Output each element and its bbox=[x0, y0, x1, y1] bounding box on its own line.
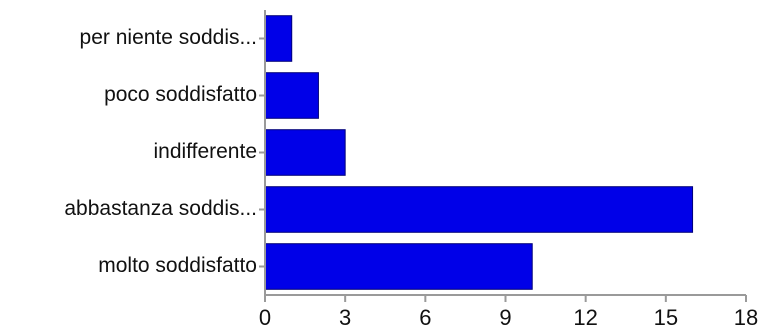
category-label-0: per niente soddis... bbox=[80, 26, 257, 49]
category-label-1: poco soddisfatto bbox=[104, 83, 257, 106]
x-tick-label-5: 15 bbox=[654, 305, 678, 330]
x-axis-ticks-group bbox=[264, 295, 747, 302]
x-tick-label-3: 9 bbox=[499, 305, 511, 330]
x-tick-label-6: 18 bbox=[734, 305, 758, 330]
x-tick-labels-group: 0 3 6 9 12 15 18 bbox=[259, 305, 758, 330]
category-labels-group: per niente soddis... poco soddisfatto indi… bbox=[64, 26, 257, 277]
category-label-4: molto soddisfatto bbox=[98, 254, 257, 277]
bar-4 bbox=[264, 243, 533, 290]
bar-2 bbox=[264, 129, 346, 176]
bar-1 bbox=[264, 72, 319, 119]
bar-3 bbox=[264, 186, 694, 233]
bars-group bbox=[264, 15, 694, 290]
x-tick-label-0: 0 bbox=[259, 305, 271, 330]
category-label-2: indifferente bbox=[153, 140, 257, 163]
x-tick-label-4: 12 bbox=[573, 305, 597, 330]
x-tick-label-1: 3 bbox=[339, 305, 351, 330]
x-tick-label-2: 6 bbox=[419, 305, 431, 330]
category-label-3: abbastanza soddis... bbox=[64, 197, 257, 220]
bar-0 bbox=[264, 15, 293, 62]
